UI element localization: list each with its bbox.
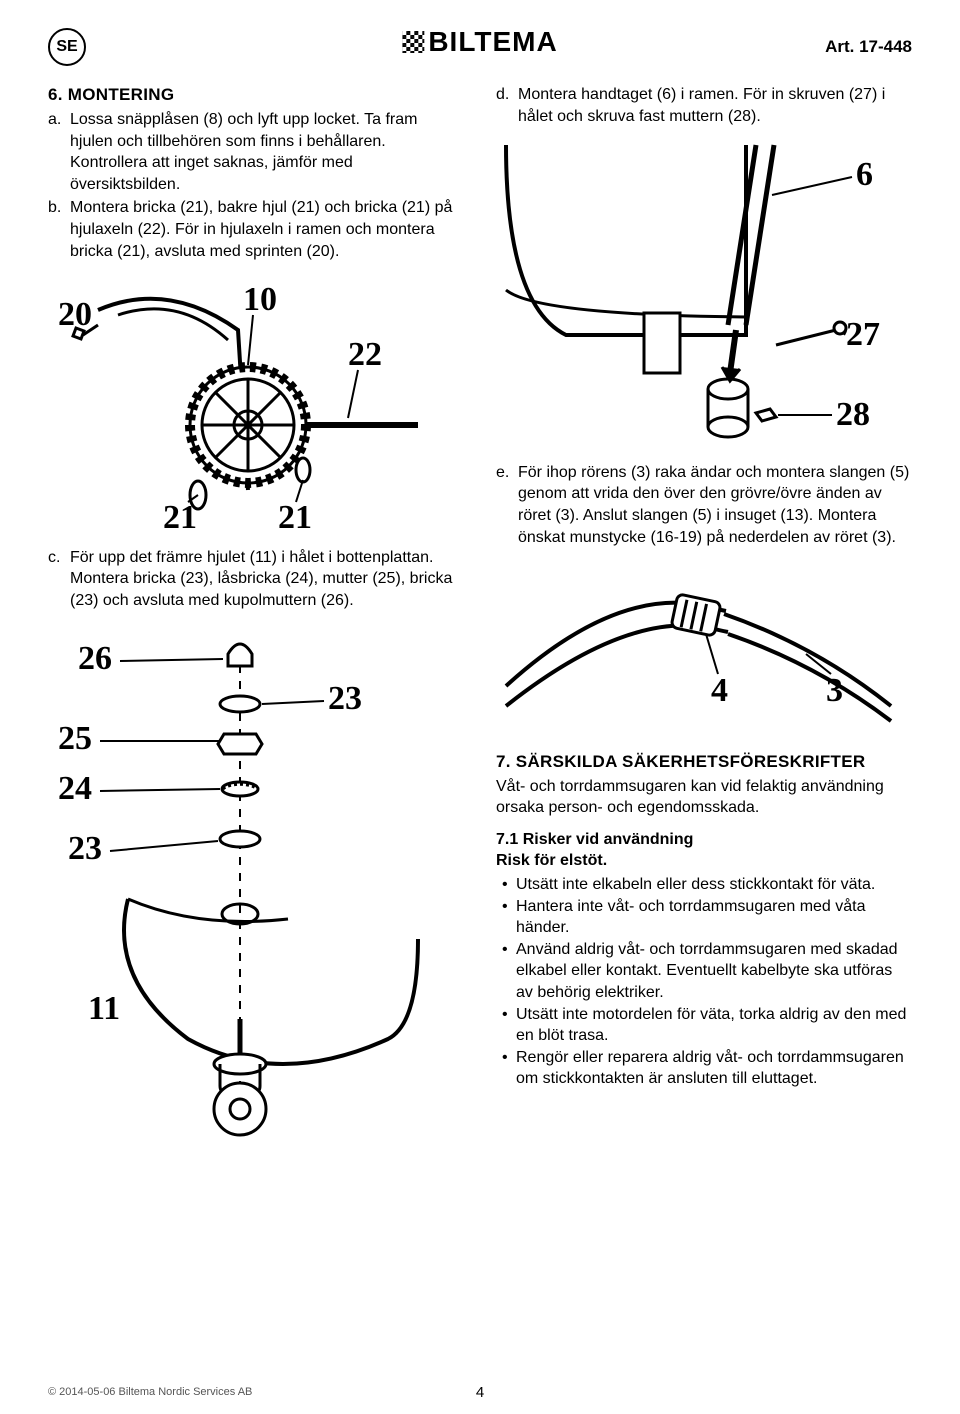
callout-21a: 21 bbox=[163, 499, 197, 530]
bullet-1-text: Hantera inte våt- och torrdammsugaren me… bbox=[516, 896, 912, 939]
callout-4: 4 bbox=[711, 672, 728, 709]
step-e-text: För ihop rörens (3) raka ändar och monte… bbox=[518, 462, 912, 548]
callout-21b: 21 bbox=[278, 499, 312, 530]
callout-25: 25 bbox=[58, 720, 92, 757]
step-c-text: För upp det främre hjulet (11) i hålet i… bbox=[70, 547, 464, 612]
column-left: 6. MONTERING a. Lossa snäpplåsen (8) och… bbox=[48, 84, 464, 1156]
figure-e: 4 3 bbox=[496, 556, 912, 733]
step-d: d. Montera handtaget (6) i ramen. För in… bbox=[496, 84, 912, 127]
callout-10: 10 bbox=[243, 281, 277, 318]
step-e: e. För ihop rörens (3) raka ändar och mo… bbox=[496, 462, 912, 548]
callout-28: 28 bbox=[836, 396, 870, 433]
safety-bullets: •Utsätt inte elkabeln eller dess stickko… bbox=[496, 874, 912, 1090]
callout-27: 27 bbox=[846, 316, 880, 353]
bullet-0-text: Utsätt inte elkabeln eller dess stickkon… bbox=[516, 874, 875, 896]
figure-b: 20 10 22 21 21 bbox=[48, 270, 464, 537]
step-a-label: a. bbox=[48, 109, 70, 195]
article-number: Art. 17-448 bbox=[825, 37, 912, 57]
bullet-4: •Rengör eller reparera aldrig våt- och t… bbox=[496, 1047, 912, 1090]
bullet-0: •Utsätt inte elkabeln eller dess stickko… bbox=[496, 874, 912, 896]
step-b: b. Montera bricka (21), bakre hjul (21) … bbox=[48, 197, 464, 262]
step-b-text: Montera bricka (21), bakre hjul (21) och… bbox=[70, 197, 464, 262]
callout-23b: 23 bbox=[68, 830, 102, 867]
step-e-label: e. bbox=[496, 462, 518, 548]
footer-copyright: © 2014-05-06 Biltema Nordic Services AB bbox=[48, 1386, 252, 1398]
callout-6: 6 bbox=[856, 156, 873, 193]
step-c: c. För upp det främre hjulet (11) i håle… bbox=[48, 547, 464, 612]
callout-22: 22 bbox=[348, 336, 382, 373]
bullet-4-text: Rengör eller reparera aldrig våt- och to… bbox=[516, 1047, 912, 1090]
callout-11: 11 bbox=[88, 990, 120, 1027]
content-columns: 6. MONTERING a. Lossa snäpplåsen (8) och… bbox=[48, 84, 912, 1156]
column-right: d. Montera handtaget (6) i ramen. För in… bbox=[496, 84, 912, 1156]
brand-checker-icon bbox=[402, 31, 424, 53]
figure-d: 6 27 28 bbox=[496, 135, 912, 452]
risk-label: Risk för elstöt. bbox=[496, 850, 912, 872]
step-a: a. Lossa snäpplåsen (8) och lyft upp loc… bbox=[48, 109, 464, 195]
step-d-label: d. bbox=[496, 84, 518, 127]
step-c-label: c. bbox=[48, 547, 70, 612]
step-a-text: Lossa snäpplåsen (8) och lyft upp locket… bbox=[70, 109, 464, 195]
bullet-3-text: Utsätt inte motordelen för väta, torka a… bbox=[516, 1004, 912, 1047]
section7-1-title: 7.1 Risker vid användning bbox=[496, 829, 912, 851]
bullet-2: •Använd aldrig våt- och torrdammsugaren … bbox=[496, 939, 912, 1004]
step-d-text: Montera handtaget (6) i ramen. För in sk… bbox=[518, 84, 912, 127]
page-header: SE BILTEMA Art. 17-448 bbox=[48, 28, 912, 66]
bullet-3: •Utsätt inte motordelen för väta, torka … bbox=[496, 1004, 912, 1047]
figure-c: 26 25 24 23 23 11 bbox=[48, 619, 464, 1146]
section7-title: 7. SÄRSKILDA SÄKERHETSFÖRESKRIFTER bbox=[496, 751, 912, 774]
bullet-2-text: Använd aldrig våt- och torrdammsugaren m… bbox=[516, 939, 912, 1004]
page-number: 4 bbox=[476, 1384, 484, 1401]
language-badge: SE bbox=[48, 28, 86, 66]
section7-intro: Våt- och torrdammsugaren kan vid felakti… bbox=[496, 776, 912, 819]
callout-24: 24 bbox=[58, 770, 92, 807]
callout-20: 20 bbox=[58, 296, 92, 333]
bullet-1: •Hantera inte våt- och torrdammsugaren m… bbox=[496, 896, 912, 939]
brand-logo: BILTEMA bbox=[402, 26, 557, 58]
step-b-label: b. bbox=[48, 197, 70, 262]
brand-text: BILTEMA bbox=[428, 26, 557, 58]
page-footer: © 2014-05-06 Biltema Nordic Services AB … bbox=[48, 1386, 912, 1398]
callout-3: 3 bbox=[826, 672, 843, 709]
callout-23a: 23 bbox=[328, 680, 362, 717]
callout-26: 26 bbox=[78, 640, 112, 677]
section6-title: 6. MONTERING bbox=[48, 84, 464, 107]
